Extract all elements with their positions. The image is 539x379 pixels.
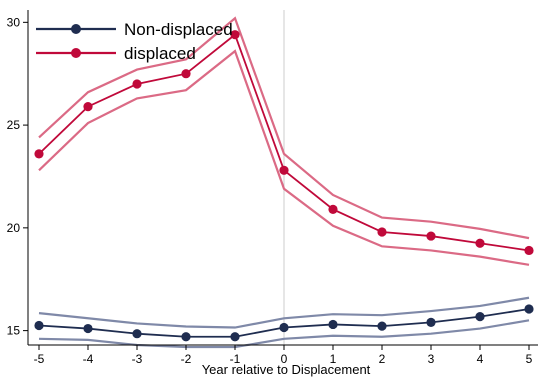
legend-displaced-marker <box>71 48 81 58</box>
non-displaced-point <box>328 319 338 330</box>
non-displaced-point <box>230 332 240 342</box>
x-tick-label: -4 <box>83 352 94 366</box>
x-tick-label: 4 <box>477 352 484 366</box>
displaced-point <box>132 79 142 89</box>
x-tick-label: -1 <box>230 352 241 366</box>
displaced-point <box>83 101 93 112</box>
y-tick-label: 25 <box>7 118 21 132</box>
x-tick-label: 0 <box>281 352 288 366</box>
x-tick-label: 2 <box>379 352 386 366</box>
displaced-point <box>328 204 338 214</box>
y-tick-label: 30 <box>7 15 21 29</box>
legend-displaced-label: displaced <box>124 44 196 63</box>
displaced-point <box>475 238 485 248</box>
displaced-point <box>426 231 436 241</box>
axes: -5 -4 -3 -2 -1 0 1 2 3 4 5 15 20 25 30 <box>7 10 538 366</box>
displaced-lower-ci-line <box>38 49 530 266</box>
displaced-point <box>34 149 44 159</box>
data-point-layer <box>34 30 534 342</box>
non-displaced-point <box>83 323 93 334</box>
x-axis-title: Year relative to Displacement <box>202 362 371 377</box>
displaced-upper-ci-line <box>38 16 530 240</box>
legend-non-displaced-marker <box>71 24 81 34</box>
displaced-point <box>230 30 240 40</box>
non-displaced-point <box>34 320 44 331</box>
y-tick-label: 20 <box>7 221 21 235</box>
displaced-point <box>181 69 191 79</box>
displaced-point <box>377 227 387 237</box>
non-displaced-point <box>475 312 485 322</box>
non-displaced-point <box>524 304 534 314</box>
confidence-band-layer <box>38 16 530 349</box>
y-tick-label: 15 <box>7 324 21 338</box>
non-displaced-lower-ci-line <box>38 319 530 349</box>
non-displaced-point <box>279 322 289 333</box>
displaced-point <box>524 245 534 256</box>
x-tick-label: -3 <box>132 352 143 366</box>
legend-non-displaced-label: Non-displaced <box>124 20 233 39</box>
x-tick-label: 5 <box>526 352 533 366</box>
non-displaced-point <box>426 317 436 327</box>
legend: Non-displaced displaced <box>36 20 233 63</box>
non-displaced-point <box>181 332 191 342</box>
x-tick-label: -5 <box>34 352 45 366</box>
x-tick-label: 3 <box>428 352 435 366</box>
non-displaced-upper-ci-line <box>38 296 530 329</box>
x-tick-label: 1 <box>330 352 337 366</box>
non-displaced-point <box>132 329 142 339</box>
x-tick-label: -2 <box>181 352 192 366</box>
displaced-point <box>279 165 289 175</box>
non-displaced-point <box>377 321 387 331</box>
